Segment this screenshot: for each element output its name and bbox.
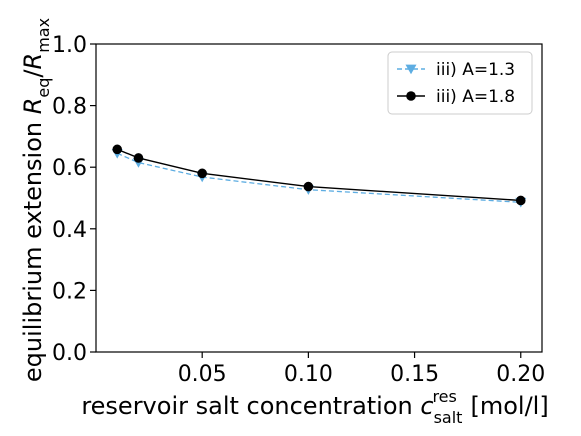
legend-entry-2: iii) A=1.8 [397, 87, 515, 107]
y-axis-label-main: equilibrium extension [19, 114, 47, 382]
series-line [116, 148, 521, 202]
x-tick-label: 0.20 [496, 362, 545, 387]
y-tick-label: 1.0 [52, 33, 87, 58]
y-axis-label-sub2: max [34, 18, 53, 53]
x-axis: 0.05 0.10 0.15 0.20 [178, 352, 545, 387]
legend-marker [405, 64, 417, 75]
data-point [197, 168, 207, 179]
x-tick-label: 0.15 [390, 362, 439, 387]
y-axis-label-var1: R [19, 98, 47, 115]
y-tick-label: 0.2 [52, 279, 87, 304]
legend-box [387, 51, 533, 115]
data-point [133, 153, 144, 163]
y-axis: 0.0 0.2 0.4 0.6 0.8 1.0 [52, 33, 96, 366]
series-line [116, 152, 521, 203]
legend-entry-1: iii) A=1.3 [397, 60, 515, 80]
legend: iii) A=1.3 iii) A=1.8 [387, 51, 533, 115]
legend-marker [406, 91, 416, 101]
legend-label: iii) A=1.8 [436, 87, 515, 107]
y-tick-label: 0.8 [52, 95, 87, 120]
x-axis-label-var: c [420, 392, 433, 420]
legend-label: iii) A=1.3 [436, 60, 515, 80]
x-axis-label-unit: [mol/l] [463, 392, 549, 420]
y-axis-label-slash: / [19, 69, 47, 78]
x-axis-label-sub: salt [434, 408, 463, 427]
y-tick-label: 0.4 [52, 218, 87, 243]
x-axis-label-main: reservoir salt concentration [81, 392, 420, 420]
series-layer [111, 144, 527, 208]
x-axis-label-sup: res [432, 387, 456, 406]
series-2 [112, 144, 526, 206]
x-tick-label: 0.10 [284, 362, 333, 387]
y-axis-label: equilibrium extension Req/Rmax [19, 18, 53, 382]
x-axis-label: reservoir salt concentration csalt res [m… [81, 387, 548, 427]
data-point [515, 195, 526, 206]
plot-frame [95, 43, 543, 353]
data-point [112, 144, 123, 155]
data-point [303, 181, 314, 192]
x-tick-label: 0.05 [178, 362, 227, 387]
plot-area [95, 43, 543, 353]
series-1 [111, 148, 527, 208]
y-tick-label: 0.6 [52, 156, 87, 181]
y-axis-label-var2: R [19, 53, 47, 70]
y-axis-label-sub1: eq [34, 78, 53, 98]
y-tick-label: 0.0 [52, 341, 87, 366]
